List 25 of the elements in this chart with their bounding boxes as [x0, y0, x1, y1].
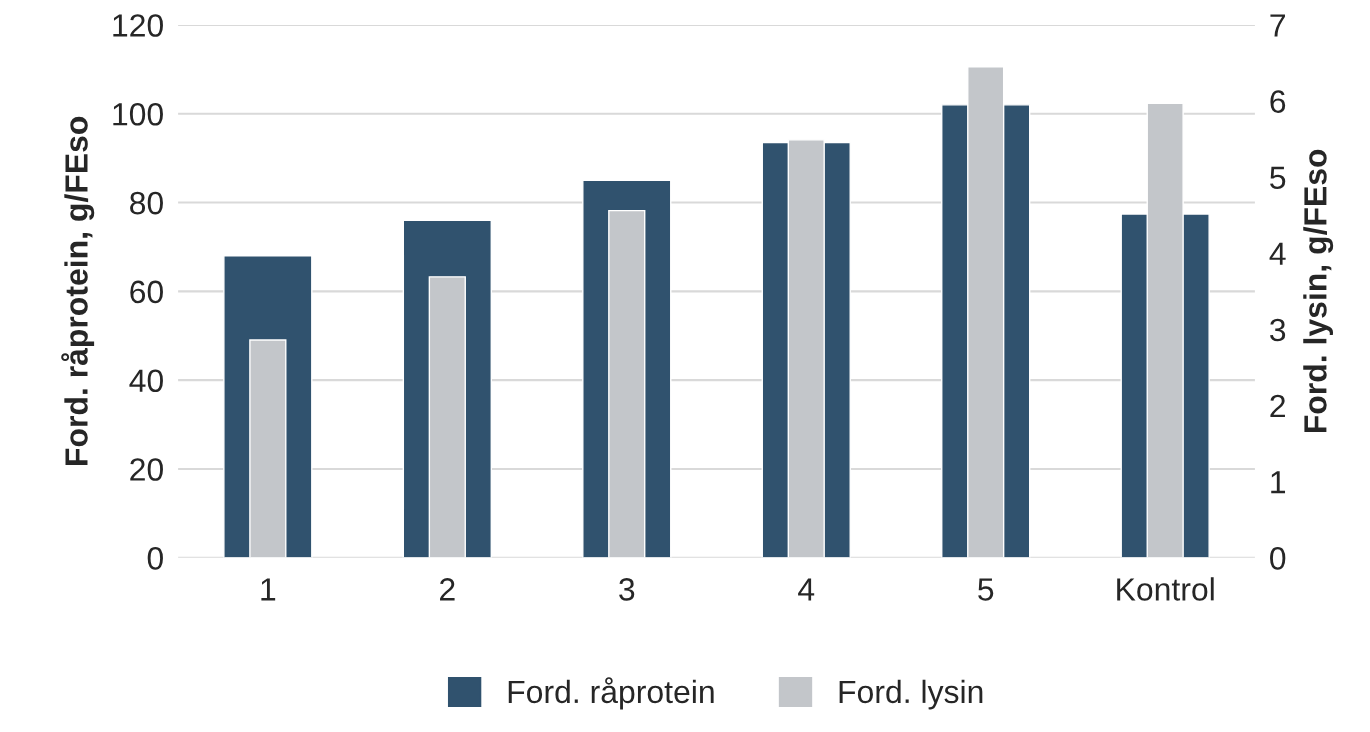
- y2-tick-label: 3: [1270, 318, 1286, 342]
- y-tick-label: 100: [113, 102, 163, 126]
- y-tick-label: 40: [129, 369, 163, 393]
- y-tick-label: 120: [113, 14, 163, 37]
- x-tick-label: 3: [619, 578, 635, 601]
- x-tick-label: 4: [798, 578, 815, 601]
- y-axis-title: Ford. råprotein, g/FEso: [61, 116, 95, 465]
- y-tick-label: 60: [130, 280, 163, 304]
- y2-tick-label: 0: [1270, 547, 1286, 570]
- x-tick-label: 1: [261, 578, 276, 601]
- legend-label: Ford. råprotein: [508, 677, 714, 710]
- x-tick-label: 5: [978, 578, 994, 601]
- y2-tick-label: 7: [1270, 14, 1285, 37]
- y-tick-label: 0: [147, 547, 163, 570]
- y2-tick-label: 2: [1270, 394, 1285, 418]
- y2-axis-title: Ford. lysin, g/FEso: [1303, 149, 1334, 433]
- x-tick-label: Kontrol: [1117, 577, 1214, 601]
- y2-tick-label: 5: [1270, 166, 1286, 190]
- y-tick-label: 80: [130, 191, 163, 215]
- y2-tick-label: 1: [1271, 471, 1286, 494]
- legend-label: Ford. lysin: [839, 679, 983, 710]
- y2-tick-label: 4: [1269, 242, 1286, 265]
- y2-tick-label: 6: [1270, 90, 1286, 113]
- x-tick-label: 2: [440, 578, 455, 601]
- y-tick-label: 20: [130, 458, 163, 481]
